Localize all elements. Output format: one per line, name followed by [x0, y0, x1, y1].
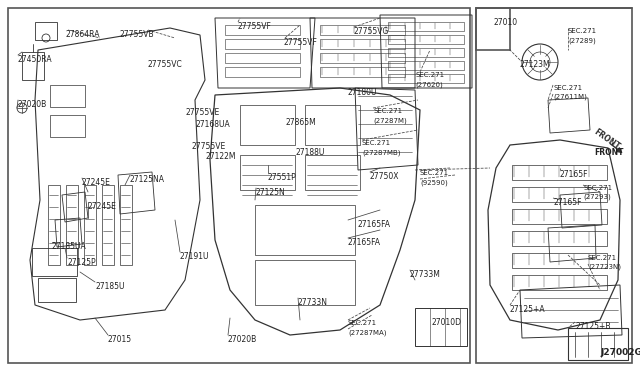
- Bar: [50, 115, 85, 137]
- Bar: [84, 185, 96, 265]
- Bar: [388, 74, 464, 83]
- Bar: [320, 67, 405, 77]
- Text: SEC.271: SEC.271: [348, 320, 377, 326]
- Text: SEC.271: SEC.271: [362, 140, 391, 146]
- Text: 27165F: 27165F: [560, 170, 589, 179]
- Text: 27020B: 27020B: [18, 100, 47, 109]
- Bar: [305, 105, 360, 145]
- Bar: [225, 53, 300, 63]
- Bar: [388, 48, 464, 57]
- Bar: [240, 155, 295, 190]
- Bar: [255, 205, 355, 255]
- Text: (27289): (27289): [568, 37, 596, 44]
- Text: SEC.271: SEC.271: [420, 170, 449, 176]
- Text: (27611M): (27611M): [553, 94, 587, 100]
- Text: SEC.271: SEC.271: [588, 255, 617, 261]
- Text: 27188U: 27188U: [295, 148, 324, 157]
- Bar: [512, 187, 607, 202]
- Text: 27180U: 27180U: [348, 88, 378, 97]
- Text: 27168UA: 27168UA: [195, 120, 230, 129]
- Text: 27123M: 27123M: [520, 60, 550, 69]
- Text: 27122M: 27122M: [205, 152, 236, 161]
- Text: 27450RA: 27450RA: [18, 55, 52, 64]
- Text: (27620): (27620): [415, 81, 443, 87]
- Text: 27755VF: 27755VF: [283, 38, 317, 47]
- Text: 27551P: 27551P: [268, 173, 297, 182]
- Text: 27125P: 27125P: [67, 258, 95, 267]
- Bar: [8, 8, 470, 363]
- Text: (27293): (27293): [583, 194, 611, 201]
- Bar: [320, 39, 405, 49]
- Bar: [305, 155, 360, 190]
- Text: 27865M: 27865M: [285, 118, 316, 127]
- Bar: [22, 52, 44, 80]
- Text: FRONT: FRONT: [594, 148, 623, 157]
- Text: 27864RA: 27864RA: [65, 30, 99, 39]
- Bar: [225, 39, 300, 49]
- Bar: [512, 209, 607, 224]
- Text: (27287MB): (27287MB): [362, 149, 401, 155]
- Bar: [240, 105, 295, 145]
- Bar: [66, 185, 78, 265]
- Text: (27723N): (27723N): [588, 264, 621, 270]
- Bar: [388, 22, 464, 31]
- Text: 27733N: 27733N: [298, 298, 328, 307]
- Bar: [476, 8, 632, 363]
- Text: 27191U: 27191U: [180, 252, 209, 261]
- Bar: [255, 260, 355, 305]
- Bar: [320, 25, 405, 35]
- Text: SEC.271: SEC.271: [568, 28, 597, 34]
- Text: FRONT: FRONT: [592, 128, 621, 152]
- Bar: [32, 248, 77, 276]
- Text: 27165F: 27165F: [553, 198, 582, 207]
- Bar: [512, 253, 607, 268]
- Bar: [50, 85, 85, 107]
- Bar: [102, 185, 114, 265]
- Text: (27287M): (27287M): [373, 117, 407, 124]
- Bar: [388, 35, 464, 44]
- Bar: [415, 308, 467, 346]
- Text: 27125N: 27125N: [256, 188, 285, 197]
- Text: SEC.271: SEC.271: [583, 185, 612, 191]
- Text: 27733M: 27733M: [410, 270, 441, 279]
- Text: 27010: 27010: [494, 18, 518, 27]
- Bar: [512, 165, 607, 180]
- Text: 27755VE: 27755VE: [192, 142, 227, 151]
- Text: J27002GS: J27002GS: [600, 348, 640, 357]
- Text: SEC.271: SEC.271: [373, 108, 402, 114]
- Bar: [225, 25, 300, 35]
- Text: 27755VG: 27755VG: [354, 27, 389, 36]
- Bar: [225, 67, 300, 77]
- Bar: [512, 231, 607, 246]
- Text: 27755VB: 27755VB: [120, 30, 155, 39]
- Text: 27185U: 27185U: [95, 282, 125, 291]
- Text: 27125NA: 27125NA: [130, 175, 165, 184]
- Text: (27287MA): (27287MA): [348, 329, 387, 336]
- Text: SEC.271: SEC.271: [415, 72, 444, 78]
- Text: 27755VC: 27755VC: [148, 60, 183, 69]
- Text: 27755VE: 27755VE: [185, 108, 220, 117]
- Bar: [35, 22, 57, 40]
- Text: SEC.271: SEC.271: [553, 85, 582, 91]
- Bar: [320, 53, 405, 63]
- Text: 27245E: 27245E: [82, 178, 111, 187]
- Bar: [568, 328, 628, 360]
- Text: 27165FA: 27165FA: [348, 238, 381, 247]
- Text: 27010D: 27010D: [432, 318, 462, 327]
- Text: 27125+A: 27125+A: [510, 305, 546, 314]
- Text: 27020B: 27020B: [228, 335, 257, 344]
- Bar: [48, 185, 60, 265]
- Bar: [512, 275, 607, 290]
- Text: 27185UA: 27185UA: [52, 242, 87, 251]
- Text: (92590): (92590): [420, 179, 448, 186]
- Text: 27015: 27015: [108, 335, 132, 344]
- Text: 27755VF: 27755VF: [238, 22, 272, 31]
- Text: 27245E: 27245E: [88, 202, 117, 211]
- Bar: [38, 278, 76, 302]
- Bar: [388, 61, 464, 70]
- Text: 27125+B: 27125+B: [575, 322, 611, 331]
- Bar: [120, 185, 132, 265]
- Text: 27750X: 27750X: [370, 172, 399, 181]
- Text: 27165FA: 27165FA: [358, 220, 391, 229]
